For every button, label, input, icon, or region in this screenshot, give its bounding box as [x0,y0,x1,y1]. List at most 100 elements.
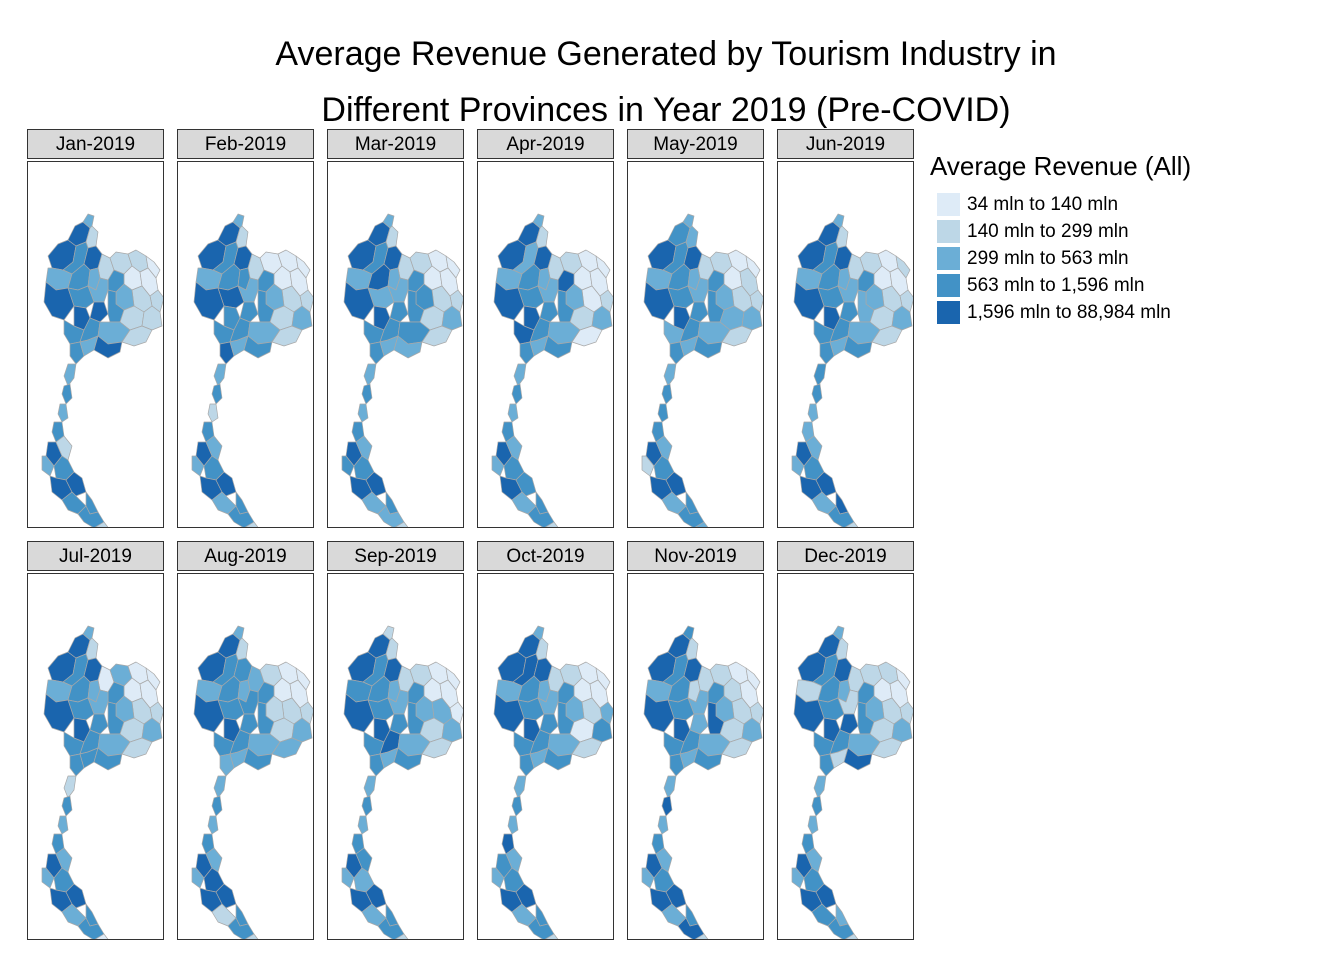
province-shape [145,667,161,691]
province-shape [355,847,373,873]
province-shape [63,363,77,387]
legend-item: 34 mln to 140 mln [930,192,1330,219]
province-shape [693,747,723,771]
province-shape [355,435,373,461]
province-map [791,625,913,939]
province-shape [445,667,461,691]
province-shape [657,403,669,423]
province-shape [369,753,385,777]
legend: Average Revenue (All) 34 mln to 140 mln 1… [930,148,1330,327]
title-line-1: Average Revenue Generated by Tourism Ind… [275,35,1057,73]
province-shape [513,775,527,799]
province-shape [532,625,545,641]
province-shape [94,521,109,527]
province-shape [689,713,709,735]
province-shape [663,363,677,387]
province-shape [55,847,73,873]
legend-item: 1,596 mln to 88,984 mln [930,300,1330,327]
province-shape [232,625,245,641]
province-map [641,625,763,939]
province-shape [207,403,219,423]
province-shape [832,213,845,229]
province-shape [445,255,461,279]
province-shape [89,713,109,735]
province-shape [793,693,825,733]
province-shape [43,693,75,733]
province-shape [295,667,311,691]
province-shape [295,255,311,279]
province-shape [361,795,373,817]
province-shape [543,335,573,359]
province-shape [211,795,223,817]
facet-panel: Aug-2019 [177,541,314,940]
province-shape [655,847,673,873]
province-shape [213,775,227,799]
province-shape [519,341,535,365]
province-shape [682,213,695,229]
province-shape [191,867,205,889]
province-shape [41,455,55,477]
province-shape [219,753,235,777]
facet-strip-label: Jul-2019 [27,541,164,571]
province-shape [745,667,761,691]
province-shape [343,281,375,321]
province-shape [207,815,219,835]
province-shape [839,301,859,323]
facet-strip-label: Mar-2019 [327,129,464,159]
province-shape [55,435,73,461]
province-shape [813,363,827,387]
legend-label: 140 mln to 299 mln [967,221,1129,242]
legend-color-key [936,192,961,217]
province-shape [661,795,673,817]
province-shape [843,335,873,359]
province-shape [341,867,355,889]
legend-color-key [936,219,961,244]
province-map [491,213,613,527]
province-shape [805,847,823,873]
province-shape [694,933,709,939]
province-map [191,625,313,939]
facet-map-frame [327,161,464,528]
province-shape [493,281,525,321]
province-shape [213,363,227,387]
province-shape [532,213,545,229]
legend-item: 140 mln to 299 mln [930,219,1330,246]
legend-item: 563 mln to 1,596 mln [930,273,1330,300]
province-shape [832,625,845,641]
facet-map-frame [777,161,914,528]
facet-panel: Jan-2019 [27,129,164,528]
province-shape [193,281,225,321]
chart-title: Average Revenue Generated by Tourism Ind… [0,26,1332,138]
province-shape [191,455,205,477]
province-shape [643,281,675,321]
facet-strip-label: Aug-2019 [177,541,314,571]
province-shape [239,713,259,735]
province-shape [363,363,377,387]
province-shape [341,455,355,477]
province-shape [641,455,655,477]
province-map [191,213,313,527]
province-shape [205,847,223,873]
province-shape [61,383,73,405]
province-shape [839,713,859,735]
province-shape [694,521,709,527]
province-shape [505,847,523,873]
province-map [791,213,913,527]
province-shape [382,625,395,641]
province-shape [643,693,675,733]
province-shape [57,815,69,835]
province-map [41,625,163,939]
province-shape [61,795,73,817]
province-shape [682,625,695,641]
facet-map-frame [477,573,614,940]
legend-color-key [936,300,961,325]
facet-panel: Nov-2019 [627,541,764,940]
province-shape [363,775,377,799]
province-shape [844,933,859,939]
facet-map-frame [27,573,164,940]
facet-panel: Feb-2019 [177,129,314,528]
facet-panel: Mar-2019 [327,129,464,528]
legend-color-key [936,273,961,298]
province-shape [243,747,273,771]
legend-label: 299 mln to 563 mln [967,248,1129,269]
